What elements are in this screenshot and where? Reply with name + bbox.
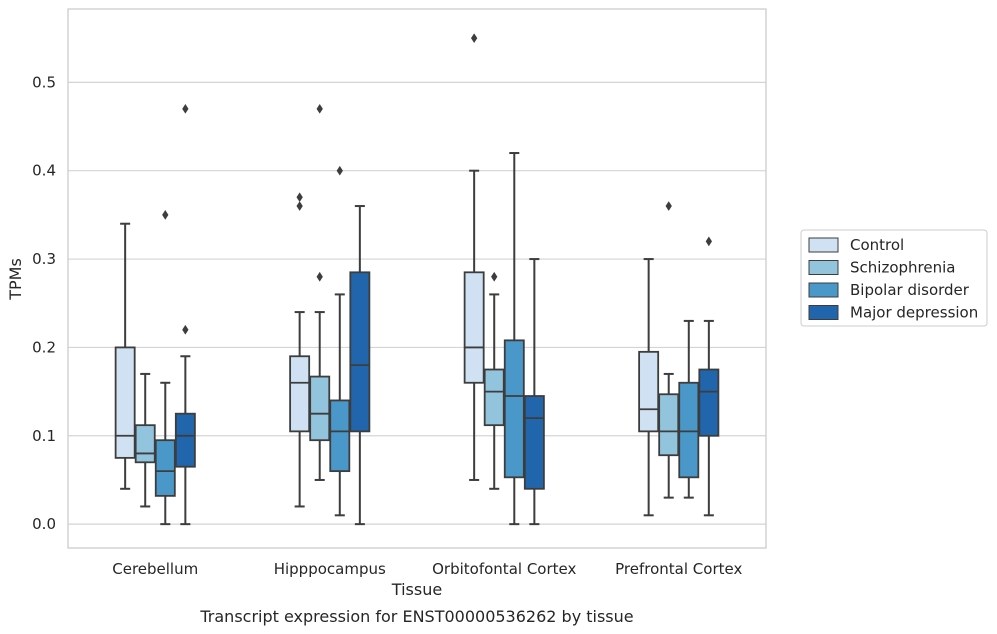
x-tick-label: Orbitofontal Cortex: [432, 560, 576, 578]
box-iqr: [503, 339, 525, 479]
box-iqr: [114, 346, 136, 459]
x-tick-label: Cerebellum: [112, 560, 198, 578]
plot-frame: [67, 8, 767, 549]
box-group: [463, 33, 485, 481]
y-axis-label: TPMs: [6, 258, 25, 301]
box-iqr: [698, 368, 720, 437]
box-group: [289, 192, 311, 508]
x-tick-label: Hipppocampus: [274, 560, 386, 578]
box-iqr: [463, 271, 485, 384]
box-group: [503, 152, 525, 526]
legend-swatch: [808, 282, 839, 298]
y-tick-label: 0.1: [32, 427, 56, 445]
legend-label: Major depression: [850, 304, 978, 322]
box-group: [698, 236, 720, 517]
y-tick-label: 0.2: [32, 338, 56, 356]
box-iqr: [658, 393, 680, 457]
outlier-point: [296, 192, 303, 203]
box-group: [638, 258, 660, 517]
x-tick-labels: Cerebellum Hipppocampus Orbitofontal Corte…: [112, 560, 742, 578]
legend-label: Schizophrenia: [850, 259, 955, 277]
box-group: [349, 205, 371, 526]
box-group: [483, 271, 505, 490]
box-group: [658, 201, 680, 499]
box-iqr: [349, 271, 371, 433]
chart-caption: Transcript expression for ENST0000053626…: [199, 607, 633, 626]
y-tick-label: 0.4: [32, 162, 56, 180]
box-iqr: [134, 424, 156, 464]
outlier-point: [162, 210, 169, 220]
box-group: [114, 222, 136, 490]
y-tick-labels: 0.0 0.1 0.2 0.3 0.4 0.5: [32, 73, 56, 533]
box-group: [309, 104, 331, 481]
y-tick-label: 0.3: [32, 250, 56, 268]
boxes: [114, 33, 720, 526]
box-group: [329, 165, 351, 517]
outlier-point: [182, 324, 189, 335]
box-iqr: [309, 375, 331, 442]
legend-label: Bipolar disorder: [850, 281, 970, 299]
y-tick-label: 0.5: [32, 73, 56, 91]
box-group: [134, 372, 156, 508]
outlier-point: [316, 271, 323, 282]
box-group: [523, 258, 545, 526]
box-iqr: [289, 355, 311, 433]
box-iqr: [638, 350, 660, 433]
box-iqr: [154, 439, 176, 497]
outlier-point: [336, 165, 343, 176]
x-axis-label: Tissue: [391, 580, 442, 599]
box-iqr: [678, 381, 700, 479]
legend-swatch: [808, 260, 839, 275]
outlier-point: [665, 201, 672, 211]
box-group: [154, 210, 176, 526]
legend: Control Schizophrenia Bipolar disorder Majo…: [800, 229, 988, 327]
legend-label: Control: [850, 236, 904, 254]
box-group: [678, 319, 700, 499]
x-tick-label: Prefrontal Cortex: [615, 560, 742, 578]
outlier-point: [470, 33, 478, 43]
box-group: [174, 104, 196, 526]
box-iqr: [174, 412, 196, 468]
y-tick-label: 0.0: [32, 515, 56, 533]
box-iqr: [483, 368, 505, 427]
box-iqr: [523, 395, 545, 490]
legend-frame: [800, 229, 988, 327]
outlier-point: [316, 104, 323, 114]
outlier-point: [491, 271, 498, 282]
outlier-point: [296, 201, 303, 211]
outlier-point: [182, 104, 189, 114]
box-iqr: [329, 399, 351, 473]
legend-swatch: [808, 237, 839, 253]
legend-swatch: [808, 305, 839, 320]
outlier-point: [705, 236, 713, 247]
